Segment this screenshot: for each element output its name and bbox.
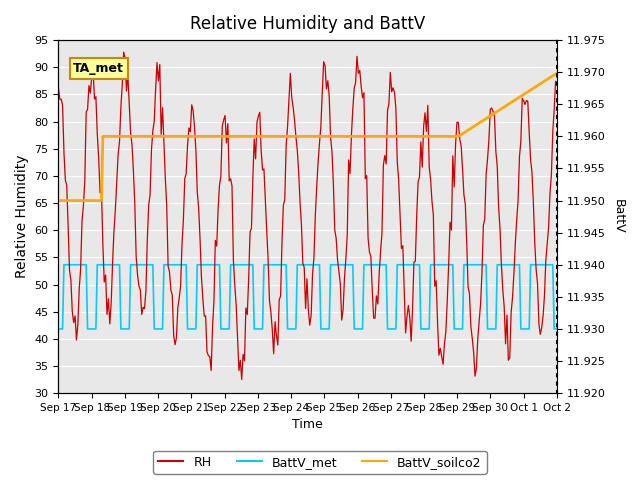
Legend: RH, BattV_met, BattV_soilco2: RH, BattV_met, BattV_soilco2 [154,451,486,474]
Title: Relative Humidity and BattV: Relative Humidity and BattV [190,15,426,33]
Y-axis label: BattV: BattV [612,199,625,234]
Y-axis label: Relative Humidity: Relative Humidity [15,155,29,278]
X-axis label: Time: Time [292,419,323,432]
Text: TA_met: TA_met [74,62,124,75]
